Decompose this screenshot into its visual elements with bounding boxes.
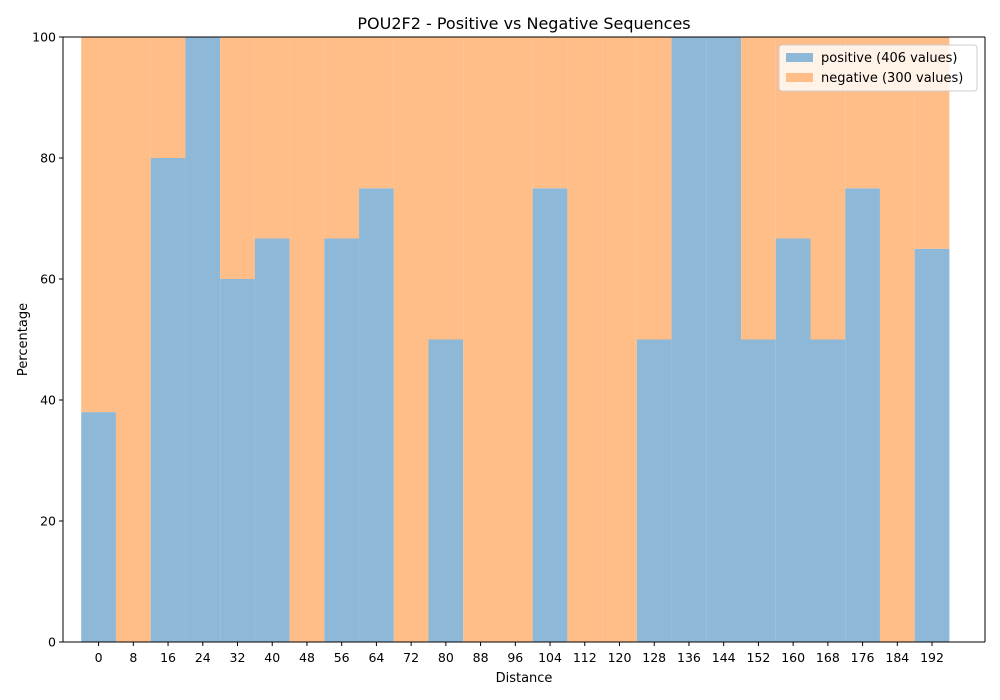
positive-bar-136 bbox=[671, 37, 707, 642]
x-tick-label: 56 bbox=[334, 650, 350, 665]
negative-bar-120 bbox=[602, 37, 637, 642]
x-tick-label: 136 bbox=[677, 650, 701, 665]
positive-bar-128 bbox=[636, 339, 672, 642]
negative-bar-128 bbox=[636, 37, 672, 340]
negative-bar-8 bbox=[115, 37, 151, 642]
x-tick-label: 104 bbox=[538, 650, 562, 665]
x-axis-label: Distance bbox=[496, 671, 553, 686]
negative-bar-88 bbox=[463, 37, 498, 642]
y-tick-label: 20 bbox=[40, 514, 56, 529]
positive-bar-152 bbox=[741, 339, 776, 642]
positive-bar-144 bbox=[706, 37, 742, 642]
x-tick-label: 80 bbox=[438, 650, 454, 665]
x-tick-label: 24 bbox=[195, 650, 211, 665]
x-tick-label: 72 bbox=[403, 650, 419, 665]
y-tick-label: 0 bbox=[48, 635, 56, 650]
positive-bar-0 bbox=[81, 412, 116, 642]
y-tick-label: 100 bbox=[32, 30, 56, 45]
x-tick-label: 120 bbox=[608, 650, 632, 665]
y-tick-label: 80 bbox=[40, 151, 56, 166]
x-tick-label: 192 bbox=[920, 650, 944, 665]
negative-bar-104 bbox=[532, 37, 568, 189]
legend-frame bbox=[778, 44, 978, 92]
positive-bar-168 bbox=[810, 339, 846, 642]
negative-bar-56 bbox=[324, 37, 360, 239]
x-ticks: 0 8 16 24 32 40 48 56 64 72 80 88 96 104 112 120 128 136 1… bbox=[95, 642, 944, 665]
negative-bar-32 bbox=[220, 37, 255, 279]
negative-bar-152 bbox=[741, 37, 776, 340]
x-tick-label: 152 bbox=[746, 650, 770, 665]
x-tick-label: 48 bbox=[299, 650, 315, 665]
y-tick-label: 60 bbox=[40, 272, 56, 287]
negative-bar-16 bbox=[150, 37, 186, 158]
y-tick-label: 40 bbox=[40, 393, 56, 408]
positive-bar-160 bbox=[775, 238, 811, 642]
positive-bar-56 bbox=[324, 238, 360, 642]
negative-bar-112 bbox=[567, 37, 603, 642]
x-tick-label: 176 bbox=[851, 650, 875, 665]
x-tick-label: 112 bbox=[573, 650, 597, 665]
negative-bar-0 bbox=[81, 37, 116, 413]
legend-swatch bbox=[786, 73, 813, 82]
positive-bar-176 bbox=[845, 188, 880, 642]
negative-bar-96 bbox=[497, 37, 533, 642]
x-tick-label: 144 bbox=[712, 650, 736, 665]
x-tick-label: 64 bbox=[368, 650, 384, 665]
x-tick-label: 96 bbox=[507, 650, 523, 665]
negative-bar-72 bbox=[393, 37, 429, 642]
bars-group bbox=[81, 37, 950, 642]
negative-bar-184 bbox=[879, 37, 915, 642]
x-tick-label: 88 bbox=[473, 650, 489, 665]
chart-title: POU2F2 - Positive vs Negative Sequences bbox=[357, 14, 690, 33]
x-tick-label: 168 bbox=[816, 650, 840, 665]
x-tick-label: 184 bbox=[885, 650, 909, 665]
negative-bar-48 bbox=[289, 37, 325, 642]
y-axis-label: Percentage bbox=[16, 303, 31, 376]
x-tick-label: 40 bbox=[264, 650, 280, 665]
negative-bar-64 bbox=[359, 37, 394, 189]
x-tick-label: 8 bbox=[129, 650, 137, 665]
x-tick-label: 160 bbox=[781, 650, 805, 665]
legend-swatch bbox=[786, 53, 813, 62]
x-tick-label: 0 bbox=[95, 650, 103, 665]
x-tick-label: 32 bbox=[230, 650, 246, 665]
legend-entry: negative (300 values) bbox=[821, 71, 963, 86]
positive-bar-192 bbox=[914, 248, 950, 642]
negative-bar-80 bbox=[428, 37, 464, 340]
axes-group bbox=[62, 36, 986, 643]
x-tick-label: 128 bbox=[642, 650, 666, 665]
legend-entry: positive (406 values) bbox=[821, 51, 958, 66]
positive-bar-24 bbox=[185, 37, 221, 642]
positive-bar-104 bbox=[532, 188, 568, 642]
legend: positive (406 values) negative (300 value… bbox=[778, 44, 978, 92]
positive-bar-64 bbox=[359, 188, 394, 642]
positive-bar-40 bbox=[254, 238, 290, 642]
y-ticks: 0 20 40 60 80 100 bbox=[32, 30, 63, 650]
positive-bar-16 bbox=[150, 158, 186, 642]
x-tick-label: 16 bbox=[160, 650, 176, 665]
positive-bar-80 bbox=[428, 339, 464, 642]
positive-bar-32 bbox=[220, 279, 255, 642]
negative-bar-40 bbox=[254, 37, 290, 239]
